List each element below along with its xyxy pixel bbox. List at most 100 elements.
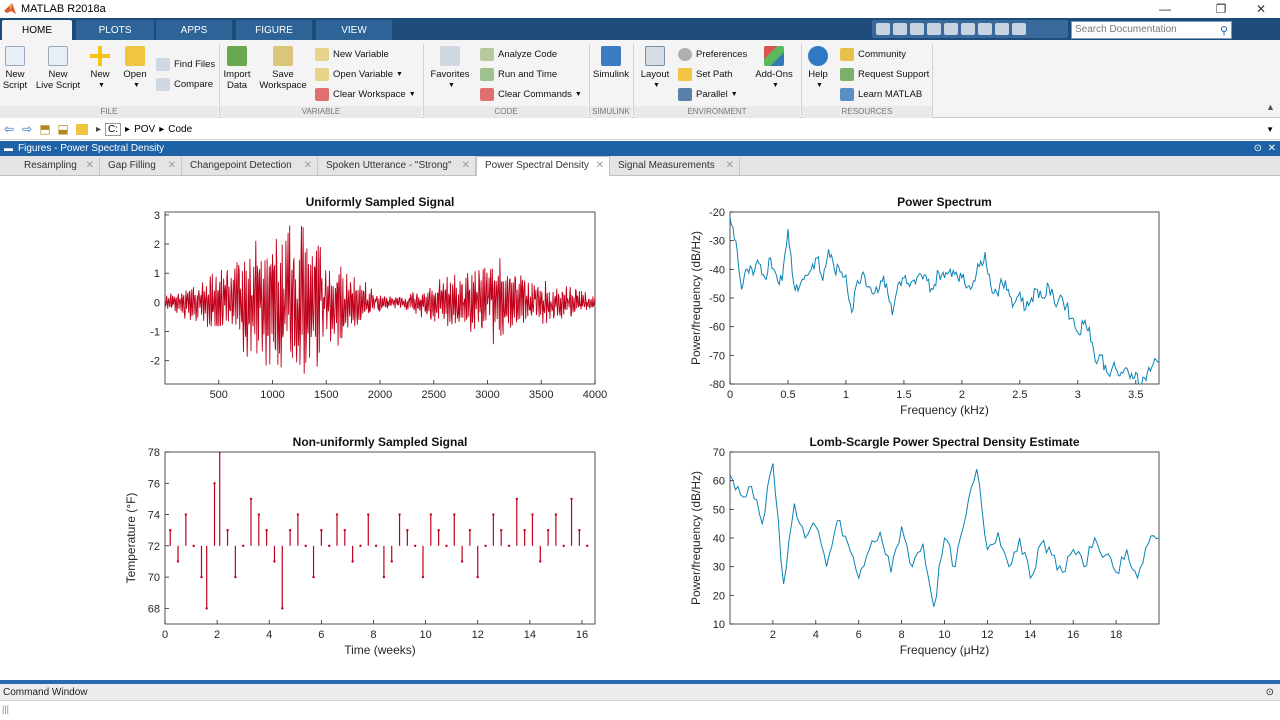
back-icon[interactable]: ⇦ — [3, 122, 15, 136]
path-folder-pov[interactable]: POV — [134, 123, 156, 135]
y-tick-label: 3 — [154, 210, 160, 222]
favorites-button[interactable]: Favorites ▼ — [428, 46, 472, 91]
y-tick-label: 74 — [148, 510, 160, 522]
close-tab-icon[interactable]: ✕ — [85, 160, 94, 171]
simulink-button[interactable]: Simulink — [592, 46, 630, 80]
figure-tab-spoken-utterance[interactable]: Spoken Utterance - "Strong" ✕ — [318, 157, 476, 175]
tab-home[interactable]: HOME — [2, 20, 72, 40]
path-dropdown-icon[interactable]: ▼ — [1266, 124, 1274, 134]
set-path-button[interactable]: Set Path — [678, 66, 732, 82]
tab-plots[interactable]: PLOTS — [76, 20, 154, 40]
close-tab-icon[interactable]: ✕ — [461, 160, 470, 171]
command-window-body[interactable]: ||| — [0, 702, 1280, 720]
figure-tab-power-spectral-density[interactable]: Power Spectral Density ✕ — [476, 156, 610, 176]
tab-view[interactable]: VIEW — [316, 20, 392, 40]
command-window-actions-icon[interactable]: ⊙ — [1265, 687, 1274, 698]
search-documentation-input[interactable]: Search Documentation ⚲ — [1071, 21, 1232, 39]
data-point — [288, 528, 292, 532]
x-tick-label: 4000 — [583, 389, 607, 401]
request-support-button[interactable]: Request Support — [840, 66, 929, 82]
figure-tab-gap-filling[interactable]: Gap Filling ✕ — [100, 157, 182, 175]
close-tab-icon[interactable]: ✕ — [725, 160, 734, 171]
new-script-button[interactable]: New Script — [2, 46, 28, 91]
x-tick-label: 8 — [370, 629, 376, 641]
open-variable-button[interactable]: Open Variable ▼ — [315, 66, 403, 82]
clear-commands-button[interactable]: Clear Commands ▼ — [480, 86, 582, 102]
panel-close-icon[interactable]: ✕ — [1267, 143, 1276, 154]
close-button[interactable]: ✕ — [1255, 2, 1267, 16]
tab-apps[interactable]: APPS — [156, 20, 232, 40]
new-live-script-button[interactable]: New Live Script — [34, 46, 82, 91]
command-prompt-icon: ||| — [2, 704, 10, 714]
figure-tab-resampling[interactable]: Resampling ✕ — [16, 157, 100, 175]
data-point — [539, 560, 542, 563]
y-tick-label: 50 — [713, 504, 725, 516]
close-tab-icon[interactable]: ✕ — [167, 160, 176, 171]
command-window-divider[interactable] — [0, 680, 1280, 684]
switch-windows-icon[interactable] — [995, 23, 1009, 35]
series-line — [730, 217, 1159, 384]
y-tick-label: 10 — [713, 619, 725, 631]
parallel-button[interactable]: Parallel ▼ — [678, 86, 738, 102]
panel-actions-icon[interactable]: ⊙ — [1253, 143, 1262, 154]
quick-access-icon[interactable] — [876, 23, 890, 35]
collapse-ribbon-icon[interactable]: ▲ — [1266, 102, 1275, 112]
data-point — [390, 560, 393, 563]
learn-matlab-button[interactable]: Learn MATLAB — [840, 86, 922, 102]
find-files-button[interactable]: Find Files — [156, 56, 215, 72]
x-tick-label: 1500 — [314, 389, 338, 401]
close-tab-icon[interactable]: ✕ — [303, 160, 312, 171]
forward-icon[interactable]: ⇨ — [21, 122, 33, 136]
group-label-resources: RESOURCES — [802, 106, 932, 118]
x-tick-label: 0 — [162, 629, 168, 641]
y-tick-label: -1 — [150, 327, 160, 339]
axes-box — [164, 451, 596, 625]
layout-button[interactable]: Layout ▼ — [638, 46, 672, 91]
figure-canvas[interactable]: Uniformly Sampled Signal 500 1000 1500 2000 2… — [0, 177, 1280, 680]
data-point — [359, 544, 362, 548]
compare-button[interactable]: Compare — [156, 76, 213, 92]
preferences-button[interactable]: Preferences — [678, 46, 747, 62]
minimize-button[interactable]: — — [1159, 2, 1171, 16]
tab-figure[interactable]: FIGURE — [236, 20, 312, 40]
save-icon[interactable] — [893, 23, 907, 35]
paste-icon[interactable] — [944, 23, 958, 35]
figure-tab-changepoint-detection[interactable]: Changepoint Detection ✕ — [182, 157, 318, 175]
data-point — [327, 544, 331, 548]
add-ons-button[interactable]: Add-Ons ▼ — [752, 46, 796, 91]
close-tab-icon[interactable]: ✕ — [595, 160, 604, 171]
path-folder-code[interactable]: Code — [168, 123, 193, 135]
clear-workspace-button[interactable]: Clear Workspace ▼ — [315, 86, 416, 102]
data-point — [499, 528, 503, 532]
figure-tab-signal-measurements[interactable]: Signal Measurements ✕ — [610, 157, 740, 175]
x-tick-label: 18 — [1110, 629, 1122, 641]
run-and-time-button[interactable]: Run and Time — [480, 66, 557, 82]
panel-collapse-icon[interactable]: ▬ — [4, 143, 13, 153]
redo-icon[interactable] — [978, 23, 992, 35]
import-data-button[interactable]: Import Data — [222, 46, 252, 91]
restore-button[interactable]: ❐ — [1215, 2, 1227, 16]
help-icon[interactable] — [1012, 23, 1026, 35]
data-point — [507, 544, 511, 548]
new-variable-button[interactable]: New Variable — [315, 46, 389, 62]
new-button[interactable]: New ▼ — [86, 46, 114, 91]
up-folder-icon[interactable]: ⬒ — [39, 122, 51, 136]
chart-title: Power Spectrum — [897, 195, 992, 209]
search-icon[interactable]: ⚲ — [1219, 25, 1228, 37]
cut-icon[interactable] — [910, 23, 924, 35]
x-tick-label: 2000 — [368, 389, 392, 401]
community-button[interactable]: Community — [840, 46, 906, 62]
undo-icon[interactable] — [961, 23, 975, 35]
path-drive[interactable]: C: — [105, 122, 122, 136]
save-workspace-button[interactable]: Save Workspace — [258, 46, 308, 91]
y-axis-label: Power/frequency (dB/Hz) — [689, 231, 703, 365]
x-tick-label: 3 — [1075, 389, 1081, 401]
x-tick-label: 3.5 — [1128, 389, 1143, 401]
help-button[interactable]: Help ▼ — [804, 46, 832, 91]
browse-folder-icon[interactable]: ⬓ — [57, 122, 69, 136]
open-button[interactable]: Open ▼ — [120, 46, 150, 91]
copy-icon[interactable] — [927, 23, 941, 35]
command-window-header: Command Window ⊙ — [0, 684, 1280, 701]
analyze-code-button[interactable]: Analyze Code — [480, 46, 557, 62]
